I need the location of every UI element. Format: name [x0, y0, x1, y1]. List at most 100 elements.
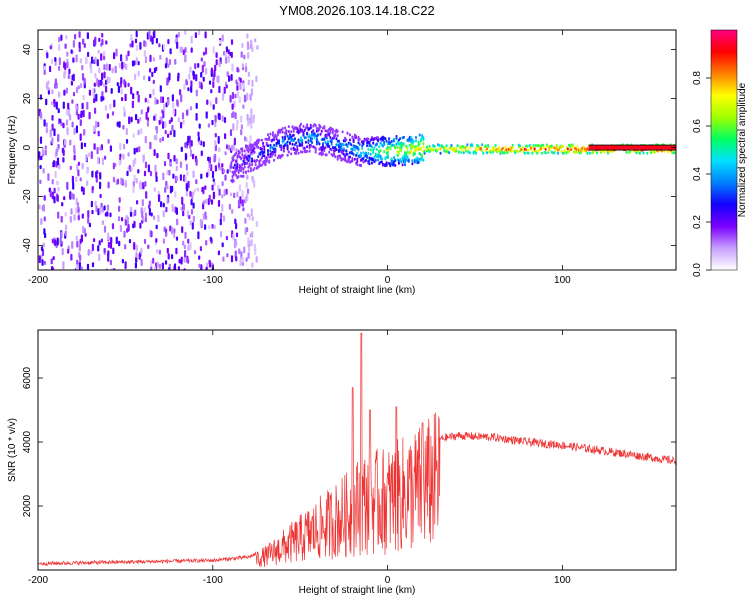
spectrogram-cell: [207, 156, 210, 162]
spectrogram-cell: [91, 170, 94, 178]
spectrogram-cell: [246, 33, 249, 39]
spectrogram-cell: [148, 200, 151, 206]
spectrogram-cell: [340, 145, 343, 149]
spectrogram-cell: [155, 171, 158, 178]
spectrogram-cell: [422, 138, 425, 142]
spectrogram-cell: [121, 217, 124, 222]
spectrogram-cell: [285, 129, 288, 133]
spectrogram-cell: [416, 156, 419, 160]
spectrogram-cell: [273, 143, 276, 147]
spectrogram-cell: [229, 192, 233, 197]
spectrogram-cell: [67, 74, 70, 80]
spectrogram-cell: [100, 53, 103, 61]
spectrogram-cell: [245, 181, 248, 189]
spectrogram-cell: [131, 60, 135, 67]
spectrogram-cell: [107, 253, 110, 262]
spectrogram-cell: [638, 151, 641, 155]
spectrogram-cell: [335, 137, 338, 141]
spectrogram-cell: [399, 137, 402, 141]
spectrogram-cell: [172, 173, 175, 179]
spectrogram-cell: [223, 117, 227, 123]
spectrogram-cell: [397, 161, 400, 165]
spectrogram-cell: [386, 153, 389, 157]
spectrogram-cell: [241, 147, 244, 151]
spectrogram-cell: [118, 62, 121, 69]
spectrogram-cell: [110, 237, 113, 244]
spectrogram-cell: [50, 101, 53, 106]
spectrogram-cell: [448, 151, 451, 155]
spectrogram-cell: [60, 121, 63, 127]
spectrogram-cell: [673, 151, 676, 155]
spectrogram-x-tick-label: -200: [28, 275, 48, 286]
spectrogram-cell: [557, 151, 559, 155]
spectrogram-cell: [95, 120, 98, 129]
spectrogram-cell: [352, 138, 355, 142]
spectrogram-cell: [83, 228, 86, 235]
spectrogram-cell: [422, 136, 425, 140]
spectrogram-cell: [252, 117, 255, 124]
spectrogram-cell: [182, 210, 185, 217]
spectrogram-cell: [147, 164, 150, 173]
spectrogram-cell: [179, 174, 182, 181]
spectrogram-cell: [167, 152, 170, 160]
spectrogram-cell: [118, 121, 121, 128]
spectrogram-cell: [330, 142, 333, 146]
spectrogram-cell: [115, 48, 118, 57]
spectrogram-cell: [240, 115, 243, 123]
spectrogram-cell: [43, 260, 46, 265]
spectrogram-cell: [47, 173, 50, 181]
spectrogram-cell: [116, 121, 119, 127]
spectrogram-cell: [130, 167, 133, 172]
spectrogram-cell: [190, 35, 193, 44]
spectrogram-cell: [103, 71, 106, 79]
spectrogram-cell: [238, 248, 241, 255]
spectrogram-cell: [214, 153, 217, 162]
spectrogram-cell: [242, 207, 245, 212]
spectrogram-cell: [64, 230, 67, 237]
spectrogram-cell: [433, 145, 436, 149]
spectrogram-cell: [323, 138, 326, 141]
spectrogram-cell: [183, 83, 186, 90]
spectrogram-cell: [179, 89, 182, 96]
spectrogram-cell: [249, 135, 252, 142]
spectrogram-cell: [155, 38, 158, 44]
spectrogram-cell: [418, 159, 421, 163]
spectrogram-cell: [407, 159, 410, 163]
spectrogram-cell: [225, 235, 228, 241]
spectrogram-cell: [50, 258, 53, 265]
spectrogram-cell: [64, 43, 67, 49]
spectrogram-cell: [124, 218, 127, 226]
spectrogram-cell: [42, 148, 45, 155]
spectrogram-cell: [232, 111, 235, 118]
spectrogram-cell: [241, 42, 244, 49]
colorbar-tick-label: 0.0: [692, 263, 703, 277]
spectrogram-cell: [322, 144, 324, 148]
spectrogram-cell: [566, 147, 569, 151]
spectrogram-cell: [221, 204, 224, 212]
spectrogram-cell: [154, 164, 157, 173]
spectrogram-cell: [118, 205, 121, 212]
spectrogram-cell: [205, 67, 208, 75]
spectrogram-cell: [98, 253, 101, 261]
spectrogram-cell: [275, 135, 278, 139]
spectrogram-cell: [233, 100, 236, 108]
spectrogram-cell: [200, 72, 203, 78]
spectrogram-cell: [93, 98, 96, 104]
spectrogram-cell: [211, 170, 215, 179]
spectrogram-cell: [150, 212, 153, 217]
spectrogram-cell: [281, 153, 284, 157]
spectrogram-cell: [231, 92, 234, 100]
spectrogram-cell: [148, 208, 151, 216]
spectrogram-cell: [289, 133, 291, 137]
spectrogram-cell: [99, 172, 102, 180]
spectrogram-cell: [158, 119, 161, 125]
spectrogram-cell: [230, 145, 234, 151]
spectrogram-cell: [284, 126, 287, 130]
spectrogram-cell: [182, 203, 185, 211]
spectrogram-cell: [145, 111, 148, 120]
spectrogram-cell: [362, 157, 365, 161]
spectrogram-steady-line: [588, 145, 676, 150]
spectrogram-cell: [103, 248, 106, 253]
spectrogram-cell: [650, 151, 652, 155]
spectrogram-cell: [200, 173, 203, 179]
